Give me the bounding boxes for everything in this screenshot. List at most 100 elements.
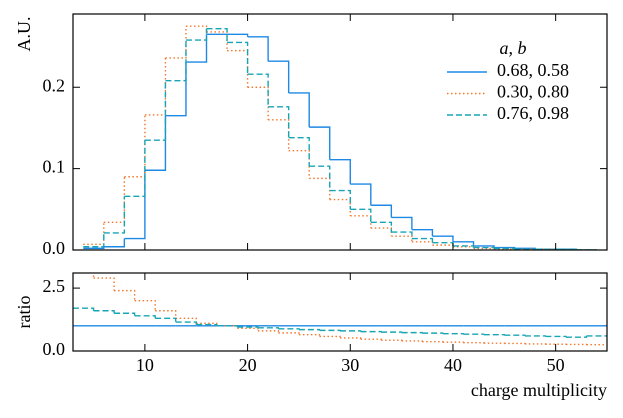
y-tick-label: 2.5 [43,276,66,296]
legend-title: a, b [500,38,527,58]
histogram-step [309,165,331,191]
histogram-step [473,247,495,250]
histogram-step [175,317,197,324]
histogram-step [463,333,485,335]
histogram-step [227,41,249,75]
histogram-step [411,241,434,246]
histogram-step [288,150,310,179]
histogram-step [247,73,269,107]
plot-area [83,25,597,250]
histogram-step [175,321,197,325]
x-tick-label: 30 [341,355,359,375]
x-tick-label: 40 [444,355,462,375]
histogram-step [165,40,187,82]
y-tick-label: 0.2 [43,75,66,95]
histogram-step [278,332,300,335]
histogram-step [370,204,393,218]
histogram-step [185,25,208,32]
histogram-step [268,60,290,93]
histogram-step [319,335,341,338]
histogram-step [442,341,464,343]
histogram-step [268,119,290,151]
histogram-step [381,339,403,341]
histogram-step [134,299,156,311]
histogram-step [329,189,351,210]
x-tick-label: 20 [239,355,257,375]
histogram-step [391,231,413,239]
histogram-step [247,36,269,62]
histogram-step [391,235,413,242]
histogram-step [144,57,167,116]
histogram-step [114,312,136,316]
histogram-step [124,170,146,240]
histogram-step [247,86,269,120]
histogram-step [422,340,444,343]
histogram-step [473,246,495,249]
histogram-step [257,327,280,329]
histogram-step [237,326,259,328]
histogram-step [257,330,280,333]
histogram-step [155,317,177,323]
histogram-step [103,238,126,248]
histogram-step [360,330,382,333]
histogram-step [268,106,290,138]
histogram-step [124,114,146,178]
legend-label: 0.68, 0.58 [497,60,569,80]
histogram-step [93,310,115,314]
y-axis-label: A.U. [14,17,34,52]
histogram-step [206,27,228,43]
legend-label: 0.76, 0.98 [497,103,569,123]
histogram-step [524,335,547,337]
axes-frame [72,13,608,251]
histogram-step [196,322,218,326]
histogram-step [114,289,136,301]
histogram-step [227,33,249,37]
histogram-step [93,277,115,291]
histogram-step [83,222,105,246]
y-tick-label: 0.0 [43,339,66,359]
histogram-step [309,126,331,160]
histogram-step [432,235,454,242]
histogram-step [565,335,588,338]
histogram-step [401,331,423,334]
histogram-step [165,62,187,117]
x-axis-label: charge multiplicity [471,380,607,400]
y-tick-label: 0.0 [43,238,66,258]
axes-frame [72,272,608,352]
histogram-step [73,307,95,311]
histogram-step [144,115,167,171]
histogram-step [103,196,126,234]
histogram-step [350,215,372,229]
histogram-step [103,176,126,224]
histogram-step [381,331,403,333]
histogram-step [165,26,187,59]
histogram-step [144,80,167,141]
histogram-step [360,338,382,341]
histogram-step [278,328,300,330]
histogram-step [298,328,321,331]
histogram-step [124,140,146,197]
histogram-step [350,208,372,223]
legend-label: 0.30, 0.80 [497,82,569,102]
histogram-step [452,246,475,249]
histogram-step [319,329,341,332]
histogram-step [298,333,321,337]
histogram-step [134,315,156,319]
histogram-step [504,334,526,336]
histogram-step [288,136,310,167]
histogram-step [463,341,485,344]
histogram-step [329,198,351,216]
histogram-step [329,158,351,185]
histogram-step [483,333,506,336]
histogram-step [196,323,218,326]
histogram-step [185,28,208,41]
histogram-step [401,340,423,342]
histogram-step [370,227,393,237]
legend: a, b0.68, 0.580.30, 0.800.76, 0.98 [447,38,569,123]
histogram-step [391,216,413,230]
histogram-step [237,327,259,331]
histogram-step [340,330,362,332]
x-tick-label: 10 [136,355,154,375]
histogram-step [350,183,372,206]
